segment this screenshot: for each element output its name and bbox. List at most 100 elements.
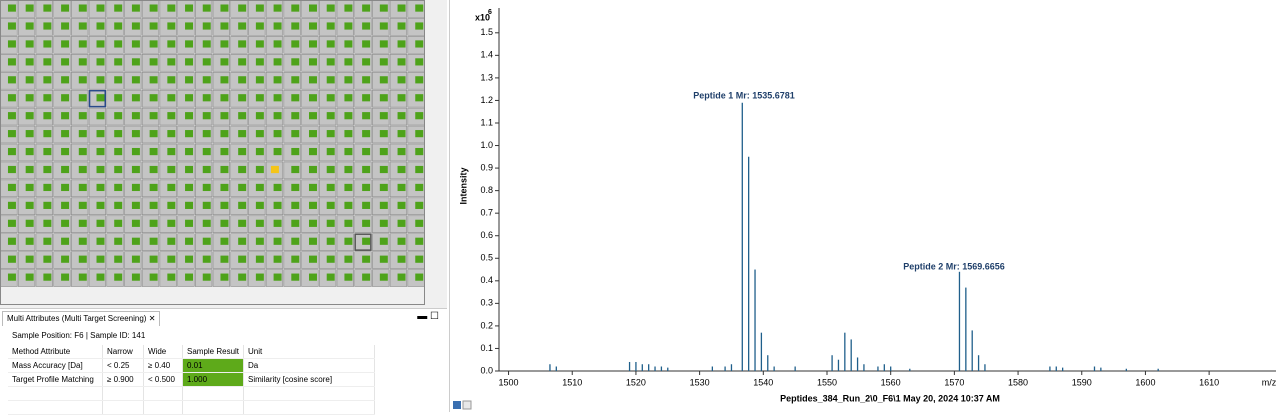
well-status <box>43 130 52 138</box>
well-status <box>202 219 211 227</box>
well-status <box>238 58 247 66</box>
well-status <box>220 237 229 245</box>
well-status <box>43 76 52 84</box>
x-tick-label: 1550 <box>817 377 837 387</box>
well-status <box>379 22 388 30</box>
well-status <box>167 112 176 120</box>
table-cell: Sample Result <box>182 345 245 359</box>
well-status <box>114 130 123 138</box>
well-status <box>344 273 353 281</box>
plate[interactable] <box>0 0 425 305</box>
well-status <box>238 273 247 281</box>
well-status <box>415 22 424 30</box>
empty-cell <box>182 400 245 415</box>
well-selection <box>354 233 372 251</box>
well-status <box>238 112 247 120</box>
well-status <box>114 4 123 12</box>
well-status <box>149 76 158 84</box>
well-status <box>309 94 317 102</box>
well-status <box>415 94 424 102</box>
well-status <box>131 219 140 227</box>
well-status <box>344 237 353 245</box>
well-status <box>202 130 211 138</box>
well-status <box>220 130 229 138</box>
well-status <box>25 40 34 48</box>
well-status <box>149 273 158 281</box>
well-status <box>415 76 424 84</box>
y-tick-label: 0.1 <box>480 343 493 353</box>
well-status <box>96 94 105 102</box>
well-status <box>185 255 194 263</box>
well-status <box>379 130 388 138</box>
well-status <box>220 76 229 84</box>
well-status <box>397 58 406 66</box>
well-status <box>202 237 211 245</box>
empty-cell <box>243 386 376 401</box>
nav-button[interactable] <box>462 400 472 410</box>
well-status <box>379 147 388 156</box>
well-status <box>255 130 264 138</box>
well-status <box>362 183 371 192</box>
well-status <box>238 165 247 174</box>
well-status <box>255 22 264 30</box>
well-status <box>61 76 70 84</box>
sample-info: Sample Position: F6 | Sample ID: 141 <box>12 331 146 340</box>
x-unit: m/z <box>1262 377 1277 387</box>
well-status <box>255 219 264 227</box>
well-status <box>167 255 176 263</box>
table-cell: < 0.25 <box>102 358 144 373</box>
table-cell: Target Profile Matching <box>8 372 103 387</box>
well-status <box>344 147 353 156</box>
well-status <box>149 147 158 156</box>
window-controls[interactable]: ▬ ☐ <box>417 311 439 322</box>
well-status <box>149 237 158 245</box>
empty-cell <box>102 386 144 401</box>
well-status <box>379 237 388 245</box>
well-status <box>61 40 70 48</box>
well-status <box>415 40 424 48</box>
well-status <box>291 237 300 245</box>
y-tick-label: 0.5 <box>480 253 493 263</box>
well-status <box>131 76 140 84</box>
well-status <box>397 273 406 281</box>
well-status <box>397 22 406 30</box>
well-status <box>238 4 247 12</box>
well-status <box>362 94 371 102</box>
well-status <box>202 165 211 174</box>
well-status <box>78 183 87 192</box>
well-status <box>415 58 424 66</box>
table-cell: Da <box>243 358 376 373</box>
well-status <box>397 76 406 84</box>
empty-cell <box>8 386 103 401</box>
well-status <box>362 255 371 263</box>
panel-tab[interactable]: Multi Attributes (Multi Target Screening… <box>2 311 161 326</box>
well-status <box>149 4 158 12</box>
well-status <box>43 219 52 227</box>
well-status <box>96 255 105 263</box>
well-status <box>344 40 353 48</box>
table-cell: Method Attribute <box>8 345 103 359</box>
well-status <box>114 94 123 102</box>
nav-button[interactable] <box>453 401 461 409</box>
well-status <box>149 40 158 48</box>
well-status <box>7 130 16 138</box>
well-status <box>362 130 371 138</box>
well-selection <box>88 89 106 108</box>
well-status <box>43 273 52 281</box>
well-status <box>309 273 317 281</box>
well-status <box>202 94 211 102</box>
well-status <box>167 76 176 84</box>
well-status <box>220 273 229 281</box>
well-status <box>185 147 194 156</box>
y-tick-label: 0.4 <box>480 275 493 285</box>
y-tick-label: 0.3 <box>480 298 493 308</box>
well-status <box>61 22 70 30</box>
well-status <box>61 237 70 245</box>
well-status <box>25 130 34 138</box>
well-status <box>114 183 123 192</box>
well-status <box>131 112 140 120</box>
well-status <box>362 112 371 120</box>
well-status <box>397 94 406 102</box>
well-status <box>114 237 123 245</box>
